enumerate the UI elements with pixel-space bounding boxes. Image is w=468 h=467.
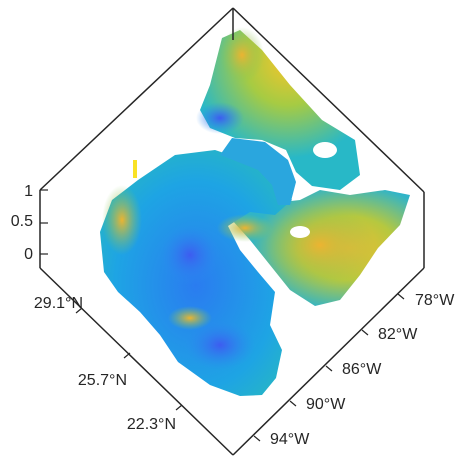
surface-low-north [196,102,244,134]
surface-spike [133,160,137,178]
latitude-tick-label: 22.3°N [127,416,176,433]
z-tick-label: 1 [24,183,33,200]
axes-box [39,7,425,456]
latitude-tick [175,404,183,411]
longitude-tick [361,329,369,336]
axis-edge-upper-left [39,7,234,191]
axis-edge-latitude [39,267,234,456]
longitude-tick [325,365,333,372]
surface-high-center [217,214,273,242]
surface-patches [100,27,410,396]
longitude-tick-label: 78°W [415,292,455,309]
surface-high-south [168,306,212,330]
longitude-tick-label: 82°W [378,326,418,343]
longitude-tick-label: 94°W [270,431,310,448]
longitude-tick-label: 86°W [342,361,382,378]
latitude-tick-label: 29.1°N [34,295,83,312]
axis-edge-upper-right [232,7,425,193]
longitude-tick-label: 90°W [306,396,346,413]
z-tick-label: 0.5 [11,213,33,230]
latitude-axis: 29.1°N 25.7°N 22.3°N [34,295,183,433]
longitude-tick [253,435,261,442]
longitude-tick [397,293,405,300]
surface-high-ne [220,27,264,83]
latitude-tick [75,307,83,314]
longitude-axis: 78°W 82°W 86°W 90°W 94°W [253,292,455,448]
latitude-tick [123,352,131,359]
surface-low-south [185,320,255,370]
surface-low-center [160,225,220,285]
longitude-tick [289,400,297,407]
surface-high-east [265,205,375,285]
latitude-tick-label: 25.7°N [78,372,127,389]
surface-high-west [102,185,142,255]
z-axis: 1 0.5 0 [11,183,48,263]
axis-edge-longitude [232,267,425,456]
surface-region-strait [220,138,296,205]
surface-gap [313,142,337,158]
surface-gap [290,226,310,238]
z-tick-label: 0 [24,246,33,263]
